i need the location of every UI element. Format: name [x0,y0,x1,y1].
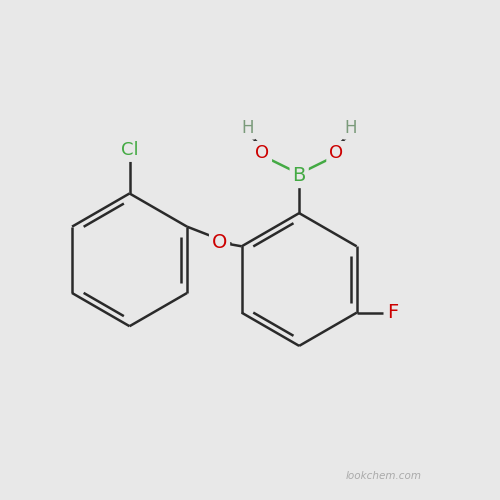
Text: Cl: Cl [120,141,138,159]
Text: lookchem.com: lookchem.com [346,471,422,481]
Text: H: H [242,119,254,137]
Text: H: H [344,119,357,137]
Text: O: O [255,144,270,162]
Text: B: B [292,166,306,186]
Text: O: O [212,233,227,252]
Text: O: O [329,144,343,162]
Text: F: F [387,303,398,322]
